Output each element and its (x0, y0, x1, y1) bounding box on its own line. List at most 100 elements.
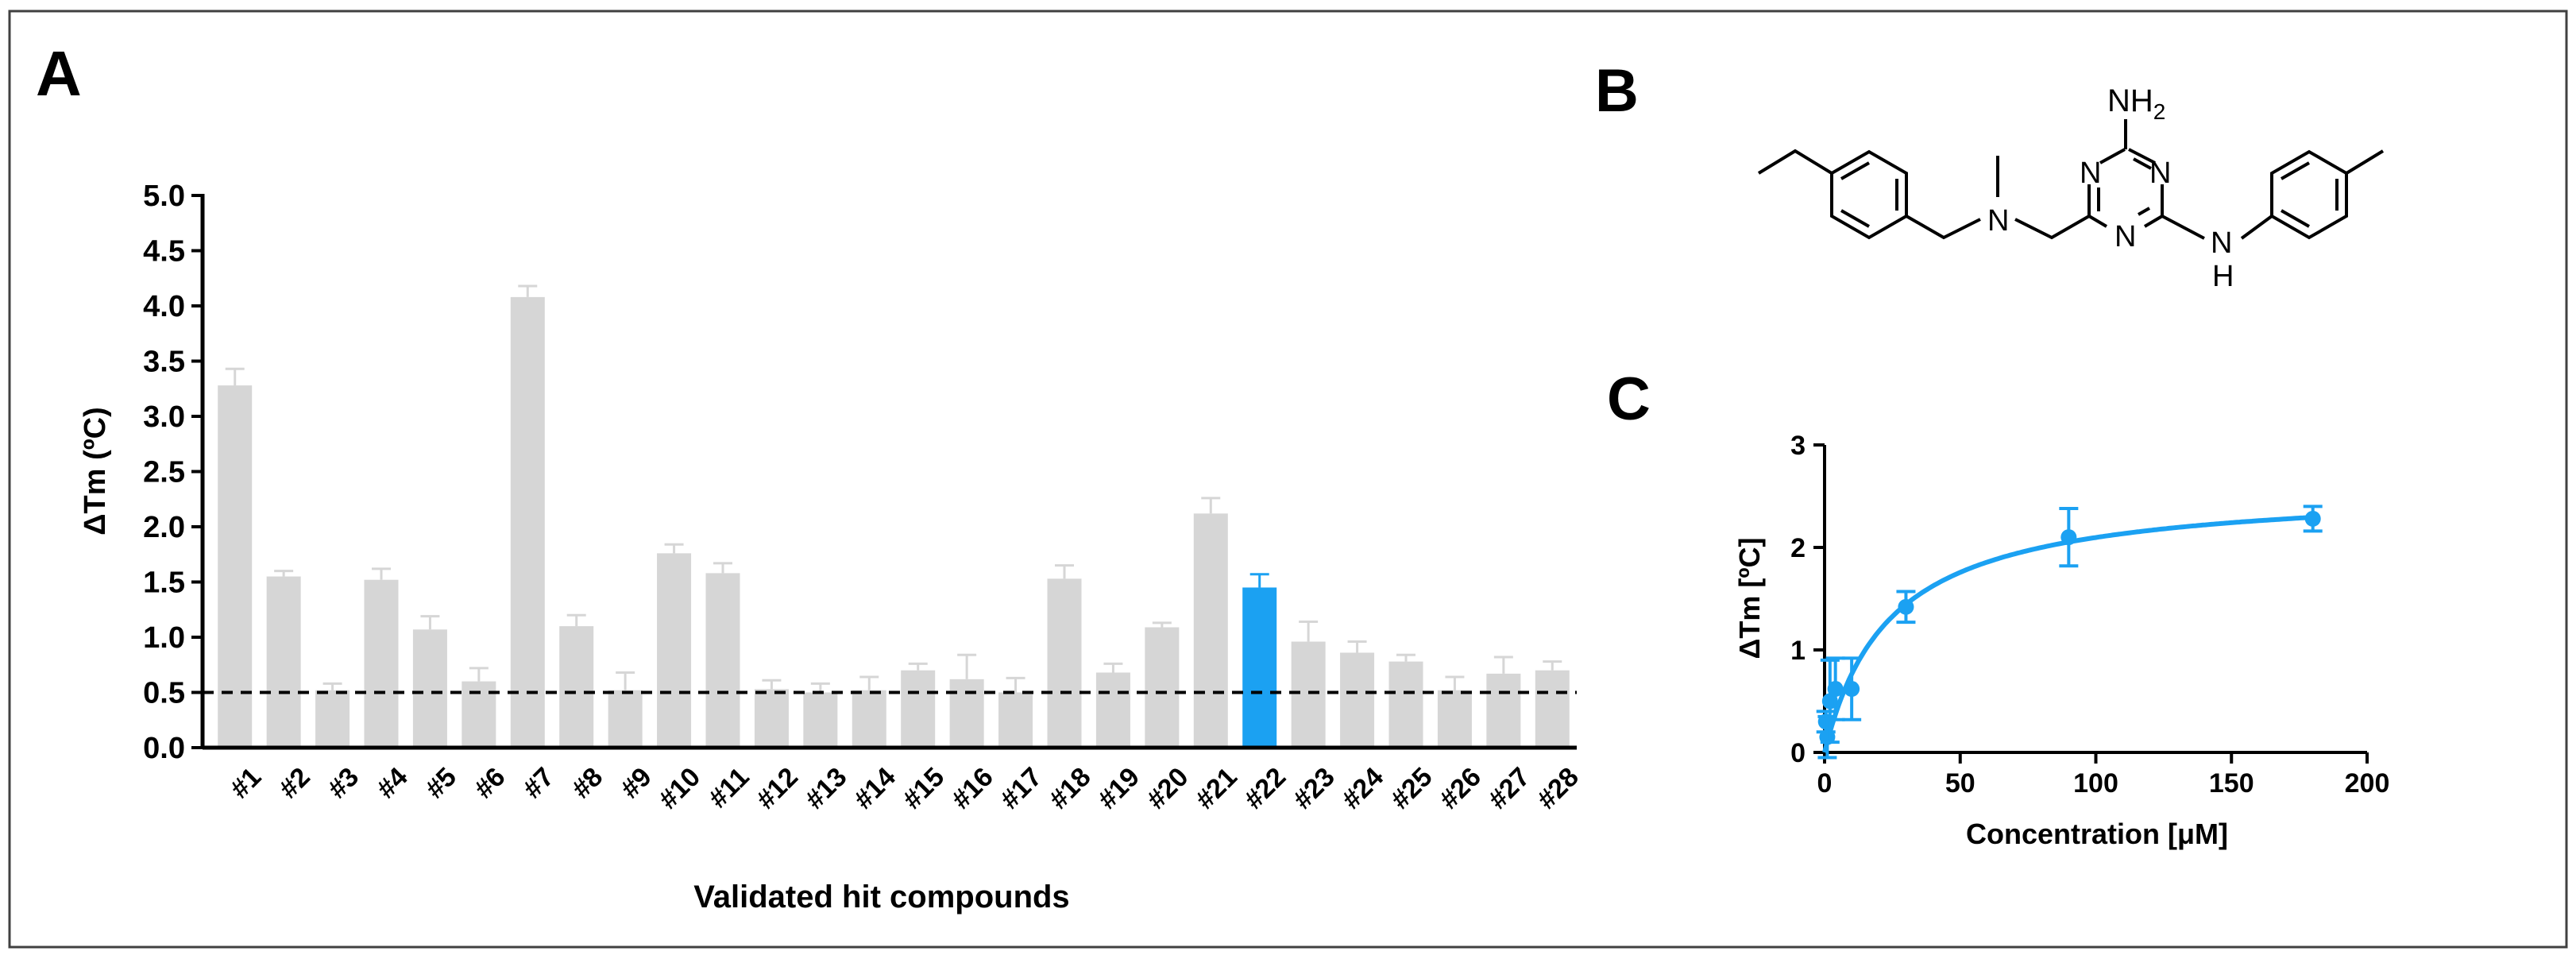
x-tick-label: #15 (897, 762, 950, 815)
y-tick-label: 3 (1790, 431, 1806, 461)
x-tick-label: #16 (946, 762, 999, 815)
bar-25 (1388, 661, 1423, 748)
x-tick-label: #17 (994, 762, 1048, 815)
bar-20 (1145, 627, 1180, 748)
y-tick-label: 0.0 (143, 732, 185, 765)
x-tick-label: #4 (371, 762, 414, 805)
x-tick-label: #7 (517, 762, 560, 805)
bar-19 (1095, 672, 1130, 748)
bar-5 (412, 629, 447, 748)
x-tick-label: #28 (1531, 762, 1585, 815)
data-point (1844, 681, 1860, 698)
y-tick-label: 1.0 (143, 621, 185, 655)
x-tick-label: #5 (419, 762, 462, 805)
ring-double-bond (1840, 209, 1870, 228)
x-tick-label: #27 (1482, 762, 1535, 815)
x-tick-label: 50 (1945, 768, 1975, 799)
y-tick-label: 3.5 (143, 346, 185, 379)
bar-9 (608, 690, 643, 748)
x-tick-label: #12 (751, 762, 804, 815)
y-tick-label: 4.0 (143, 290, 185, 323)
aniline-h-label: H (2212, 260, 2234, 293)
bar-24 (1340, 652, 1375, 748)
bar-8 (559, 626, 594, 748)
bar-12 (754, 689, 789, 748)
y-tick-label: 0.5 (143, 677, 185, 710)
x-tick-label: #3 (322, 762, 365, 805)
bar-10 (657, 553, 692, 748)
x-tick-label: #19 (1092, 762, 1145, 815)
y-tick-label: 3.0 (143, 400, 185, 434)
x-tick-label: #13 (799, 762, 852, 815)
bar-14 (852, 690, 886, 748)
data-point (2304, 510, 2321, 527)
triazine-bond (2087, 215, 2108, 228)
bar-22 (1242, 587, 1277, 748)
triazine-bond (2099, 148, 2126, 164)
methyl-bond (2345, 149, 2385, 175)
bar-3 (315, 690, 350, 748)
data-point (2060, 529, 2077, 546)
bar-16 (949, 679, 984, 748)
y-tick-label: 1 (1790, 636, 1806, 666)
x-tick-label: #2 (273, 762, 316, 805)
x-tick-label: 100 (2073, 768, 2118, 799)
bar-17 (998, 692, 1033, 748)
y-axis-title: ΔTm [ºC] (1733, 538, 1766, 659)
x-tick-label: 150 (2209, 768, 2254, 799)
ring-double-bond (1840, 161, 1870, 180)
triazine-bond (2143, 215, 2164, 228)
ring-nitrogen-label: N (2149, 157, 2171, 190)
bar-21 (1193, 513, 1228, 748)
chemical-structure: NH2 N N N N N H (1757, 83, 2385, 293)
aniline-n-label: N (2211, 226, 2232, 260)
x-tick-label: #1 (225, 762, 268, 805)
ring-nitrogen-label: N (2114, 220, 2136, 253)
bar-26 (1437, 690, 1472, 748)
y-tick-label: 2.5 (143, 456, 185, 489)
x-tick-label: #20 (1141, 762, 1194, 815)
x-tick-label: #18 (1044, 762, 1097, 815)
bar-11 (705, 573, 740, 748)
bar-28 (1535, 670, 1570, 748)
bar-1 (218, 385, 253, 748)
aniline-bond (2240, 215, 2273, 240)
bar-27 (1486, 673, 1521, 748)
bar-18 (1047, 578, 1082, 748)
bar-2 (266, 576, 301, 748)
x-tick-label: 200 (2345, 768, 2390, 799)
bar-4 (364, 579, 399, 748)
data-point (1898, 598, 1914, 615)
benzyl-bond (1906, 215, 1981, 240)
aniline-bond (2161, 215, 2205, 240)
x-tick-label: #21 (1190, 762, 1243, 815)
triazine-bond (2138, 207, 2150, 216)
x-tick-label: #24 (1336, 762, 1389, 815)
methylamine-label: N (1987, 204, 2009, 238)
bar-7 (510, 296, 545, 748)
ring-double-bond (2281, 161, 2310, 180)
x-tick-label: #6 (469, 762, 512, 805)
y-tick-label: 2 (1790, 533, 1806, 563)
binding-curve-chart: 0 1 2 3 0 50 100 150 200 Concentration [μM] ΔTm [º… (1733, 431, 2389, 850)
y-tick-label: 5.0 (143, 180, 185, 213)
x-tick-label: #26 (1434, 762, 1487, 815)
bar-13 (803, 692, 838, 748)
amine-label: NH2 (2107, 83, 2165, 124)
y-tick-label: 0 (1790, 738, 1806, 768)
panel-label-a: A (36, 38, 82, 109)
data-point (1827, 681, 1844, 698)
bar-chart: #1 #2 #3 #4 #5 #6 #7 #8 #9#10#11#12#13#14#15#16#… (79, 180, 1585, 915)
panel-label-b: B (1595, 57, 1639, 125)
x-tick-label: #14 (848, 762, 902, 815)
x-tick-label: 0 (1817, 768, 1833, 799)
y-tick-label: 4.5 (143, 235, 185, 269)
x-axis-title: Validated hit compounds (693, 880, 1069, 915)
ring-nitrogen-label: N (2080, 157, 2101, 190)
y-tick-label: 1.5 (143, 567, 185, 600)
ring-double-bond (2281, 209, 2310, 228)
ethyl-bond (1757, 149, 1833, 175)
figure-border (8, 10, 2568, 949)
x-tick-label: #11 (703, 762, 755, 814)
y-axis-title: ΔTm (ºC) (79, 407, 112, 536)
